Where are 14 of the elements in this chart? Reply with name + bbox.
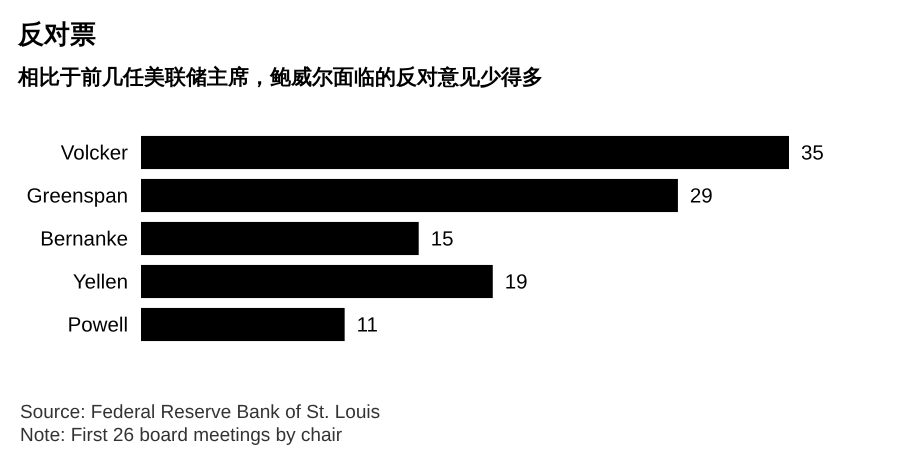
data-label: 15 bbox=[430, 228, 454, 250]
annotation: Source: Federal Reserve Bank of St. Louis bbox=[20, 402, 380, 423]
category-label: Powell bbox=[68, 314, 128, 336]
category-label: Volcker bbox=[60, 142, 128, 164]
data-label: 35 bbox=[801, 142, 824, 164]
category-label: Greenspan bbox=[26, 184, 128, 208]
data-label: 29 bbox=[690, 184, 713, 208]
data-label: 19 bbox=[504, 270, 528, 294]
subtitle: 相比于前几任美联储主席，鲍威尔面临的反对意见少得多 bbox=[18, 65, 543, 89]
category-label: Bernanke bbox=[40, 228, 128, 250]
category-label: Yellen bbox=[72, 270, 128, 294]
title: 反对票 bbox=[18, 20, 96, 49]
annotation: Note: First 26 board meetings by chair bbox=[20, 425, 342, 446]
data-label: 11 bbox=[356, 314, 378, 336]
